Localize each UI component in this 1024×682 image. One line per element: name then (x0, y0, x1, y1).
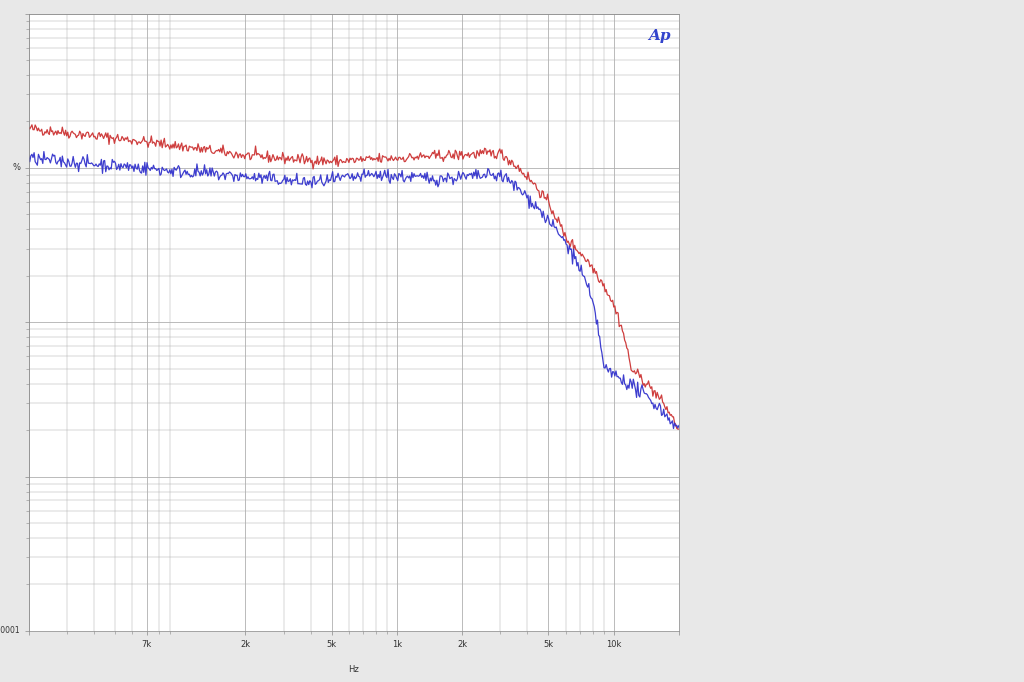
Text: %: % (12, 164, 20, 173)
Text: Ap: Ap (648, 29, 671, 43)
Text: 0.0001: 0.0001 (0, 626, 20, 636)
Text: Hz: Hz (348, 665, 359, 674)
